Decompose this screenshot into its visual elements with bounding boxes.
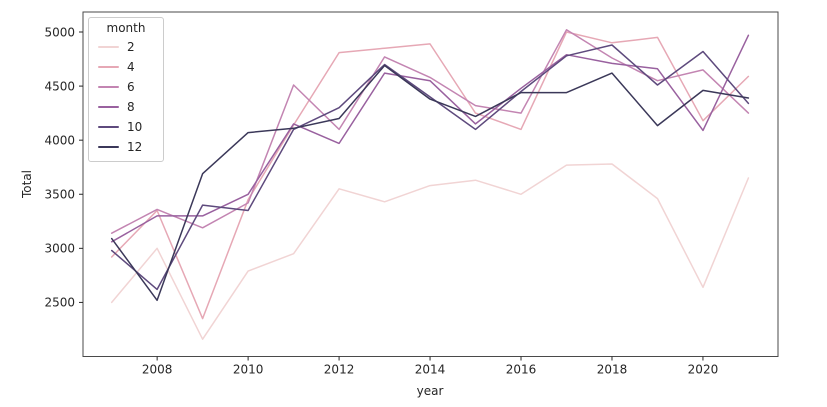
series-line-month-10 xyxy=(110,44,750,291)
legend-swatch xyxy=(98,66,119,68)
legend-swatch xyxy=(98,146,119,148)
legend-swatch xyxy=(98,126,119,128)
legend-item-label: 8 xyxy=(127,100,135,114)
legend-item-month-6: 6 xyxy=(89,77,163,97)
x-tick-label: 2008 xyxy=(142,363,173,377)
y-tick-label: 4500 xyxy=(44,79,75,93)
legend-swatch xyxy=(98,46,119,48)
legend-item-label: 4 xyxy=(127,60,135,74)
legend-item-month-4: 4 xyxy=(89,57,163,77)
x-axis-title: year xyxy=(416,384,444,398)
y-tick-label: 3000 xyxy=(44,242,75,256)
x-tick-label: 2012 xyxy=(324,363,355,377)
y-tick-label: 4000 xyxy=(44,133,75,147)
legend-item-month-12: 12 xyxy=(89,137,163,157)
legend-item-label: 2 xyxy=(127,40,135,54)
x-tick-label: 2020 xyxy=(688,363,719,377)
legend-items: 2 4 6 8 10 12 xyxy=(89,37,163,157)
series-line-month-8 xyxy=(110,34,750,243)
legend-box: month 2 4 6 8 10 12 xyxy=(88,17,164,162)
series-line-month-6 xyxy=(110,29,750,234)
legend-swatch xyxy=(98,86,119,88)
legend-item-label: 12 xyxy=(127,140,143,154)
x-tick-label: 2016 xyxy=(506,363,537,377)
x-tick-label: 2010 xyxy=(233,363,264,377)
x-tick-label: 2014 xyxy=(415,363,446,377)
series-line-month-2 xyxy=(110,163,750,340)
plot-border xyxy=(82,11,779,357)
y-tick-label: 2500 xyxy=(44,296,75,310)
y-tick-label: 3500 xyxy=(44,188,75,202)
y-tick-label: 5000 xyxy=(44,25,75,39)
legend-item-label: 10 xyxy=(127,120,143,134)
series-line-month-4 xyxy=(110,31,750,320)
legend-title: month xyxy=(106,21,146,35)
legend-item-label: 6 xyxy=(127,80,135,94)
legend-item-month-8: 8 xyxy=(89,97,163,117)
series-line-month-12 xyxy=(110,64,750,302)
legend-item-month-2: 2 xyxy=(89,37,163,57)
x-tick-label: 2018 xyxy=(597,363,628,377)
legend-item-month-10: 10 xyxy=(89,117,163,137)
legend-swatch xyxy=(98,106,119,108)
y-axis-title: Total xyxy=(20,169,34,199)
